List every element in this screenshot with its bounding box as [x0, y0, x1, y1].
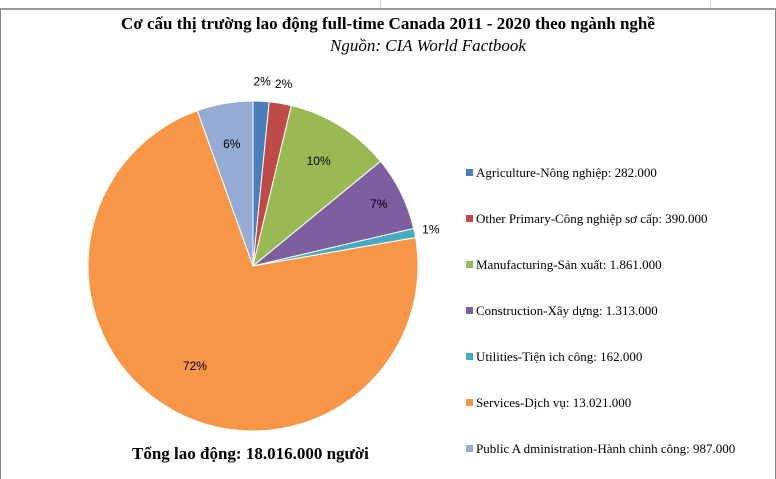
legend-swatch	[466, 445, 473, 452]
pie-slice[interactable]	[252, 104, 382, 268]
slice-percent-label: 2%	[275, 77, 293, 91]
legend-label: Public A dministration-Hành chinh công: …	[476, 441, 736, 456]
slice-percent-label: 7%	[370, 197, 388, 211]
legend-item: Agriculture-Nông nghiệp: 282.000	[466, 165, 657, 181]
legend-item: Services-Dịch vụ: 13.021.000	[466, 395, 631, 411]
slice-percent-label: 1%	[422, 223, 440, 237]
legend-label: Services-Dịch vụ: 13.021.000	[476, 395, 632, 410]
legend-item: Public A dministration-Hành chinh công: …	[466, 441, 735, 457]
legend-swatch	[466, 261, 473, 268]
chart-subtitle: Nguồn: CIA World Factbook	[330, 36, 526, 55]
slice-percent-label: 10%	[307, 154, 331, 168]
legend-label: Utilities-Tiện ich công: 162.000	[476, 349, 643, 364]
sheet-gridline	[710, 0, 711, 8]
pie-slice[interactable]	[87, 110, 419, 432]
legend-swatch	[466, 215, 473, 222]
legend-item: Utilities-Tiện ich công: 162.000	[466, 349, 642, 365]
legend-swatch	[466, 307, 473, 314]
legend-swatch	[466, 399, 473, 406]
total-annotation: Tổng lao động: 18.016.000 người	[132, 444, 369, 463]
legend-swatch	[466, 169, 473, 176]
legend-item: Construction-Xây dựng: 1.313.000	[466, 303, 658, 319]
legend-label: Manufacturing-Sản xuất: 1.861.000	[476, 257, 662, 272]
legend-label: Other Primary-Công nghiệp sơ cấp: 390.00…	[476, 211, 708, 226]
legend-swatch	[466, 353, 473, 360]
slice-percent-label: 72%	[183, 359, 207, 373]
pie-slice[interactable]	[196, 100, 254, 267]
legend-label: Agriculture-Nông nghiệp: 282.000	[476, 165, 657, 180]
slice-percent-label: 6%	[223, 137, 241, 151]
legend-label: Construction-Xây dựng: 1.313.000	[476, 303, 658, 318]
legend-item: Other Primary-Công nghiệp sơ cấp: 390.00…	[466, 211, 707, 227]
sheet-gridline	[380, 0, 381, 8]
chart-title: Cơ cấu thị trường lao động full-time Can…	[121, 14, 655, 33]
slice-percent-label: 2%	[253, 74, 271, 88]
legend-item: Manufacturing-Sản xuất: 1.861.000	[466, 257, 662, 273]
